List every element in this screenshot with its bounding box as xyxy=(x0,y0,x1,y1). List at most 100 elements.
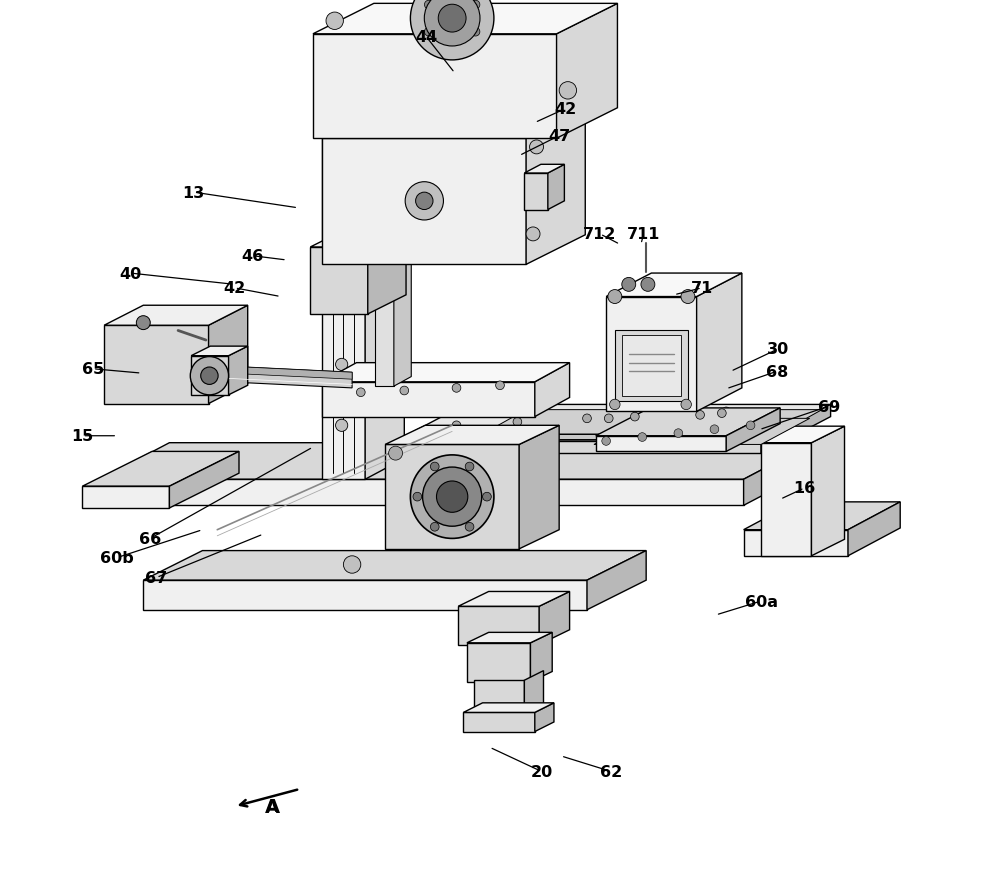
Polygon shape xyxy=(396,441,761,454)
Text: 65: 65 xyxy=(82,362,104,377)
Text: 60a: 60a xyxy=(744,594,778,609)
Polygon shape xyxy=(104,306,248,326)
Text: 13: 13 xyxy=(183,185,205,201)
Circle shape xyxy=(681,290,695,304)
Circle shape xyxy=(483,493,491,501)
Circle shape xyxy=(471,1,480,10)
Polygon shape xyxy=(467,643,530,682)
Text: 47: 47 xyxy=(548,129,570,144)
Polygon shape xyxy=(557,4,617,139)
Polygon shape xyxy=(322,382,535,417)
Circle shape xyxy=(336,359,348,371)
Polygon shape xyxy=(744,443,813,506)
Polygon shape xyxy=(365,105,404,480)
Polygon shape xyxy=(535,703,554,732)
Circle shape xyxy=(336,298,348,310)
Polygon shape xyxy=(548,165,564,210)
Circle shape xyxy=(336,237,348,249)
Polygon shape xyxy=(143,551,646,580)
Text: 66: 66 xyxy=(139,531,161,547)
Polygon shape xyxy=(483,410,822,434)
Circle shape xyxy=(602,437,610,446)
Circle shape xyxy=(405,182,443,221)
Polygon shape xyxy=(811,427,845,556)
Text: 40: 40 xyxy=(119,266,141,282)
Polygon shape xyxy=(483,434,778,440)
Circle shape xyxy=(410,0,494,61)
Polygon shape xyxy=(622,335,681,396)
Polygon shape xyxy=(524,174,548,210)
Circle shape xyxy=(326,13,343,30)
Polygon shape xyxy=(322,363,570,382)
Text: A: A xyxy=(266,799,278,814)
Polygon shape xyxy=(322,126,365,480)
Circle shape xyxy=(136,316,150,330)
Circle shape xyxy=(630,413,639,421)
Polygon shape xyxy=(104,326,209,404)
Circle shape xyxy=(336,420,348,432)
Circle shape xyxy=(452,384,461,393)
Polygon shape xyxy=(322,109,585,139)
Text: 711: 711 xyxy=(627,227,660,242)
Polygon shape xyxy=(587,551,646,610)
Polygon shape xyxy=(82,487,169,508)
Circle shape xyxy=(424,29,433,37)
Polygon shape xyxy=(387,443,813,480)
Polygon shape xyxy=(191,356,229,395)
Polygon shape xyxy=(100,480,387,506)
Circle shape xyxy=(722,408,731,416)
Text: 44: 44 xyxy=(415,30,437,45)
Text: A: A xyxy=(264,797,280,816)
Circle shape xyxy=(201,368,218,385)
Text: 712: 712 xyxy=(583,227,617,242)
Circle shape xyxy=(465,462,474,471)
Polygon shape xyxy=(322,139,526,265)
Circle shape xyxy=(746,421,755,430)
Circle shape xyxy=(424,0,480,47)
Polygon shape xyxy=(310,229,406,248)
Text: 30: 30 xyxy=(767,342,790,357)
Circle shape xyxy=(410,455,494,539)
Circle shape xyxy=(465,523,474,532)
Polygon shape xyxy=(761,443,811,556)
Polygon shape xyxy=(744,502,900,530)
Circle shape xyxy=(608,290,622,304)
Circle shape xyxy=(430,462,439,471)
Polygon shape xyxy=(385,445,519,549)
Polygon shape xyxy=(726,408,780,452)
Polygon shape xyxy=(606,297,697,412)
Polygon shape xyxy=(394,201,411,387)
Polygon shape xyxy=(463,713,535,732)
Circle shape xyxy=(638,433,647,441)
Circle shape xyxy=(416,193,433,210)
Polygon shape xyxy=(100,443,456,480)
Polygon shape xyxy=(209,306,248,404)
Polygon shape xyxy=(606,274,742,297)
Circle shape xyxy=(413,493,422,501)
Text: 20: 20 xyxy=(531,764,553,779)
Polygon shape xyxy=(594,419,810,445)
Polygon shape xyxy=(848,502,900,556)
Circle shape xyxy=(530,141,544,155)
Circle shape xyxy=(424,1,433,10)
Polygon shape xyxy=(519,426,559,549)
Polygon shape xyxy=(761,405,831,454)
Polygon shape xyxy=(615,330,688,401)
Polygon shape xyxy=(697,274,742,412)
Circle shape xyxy=(389,447,403,461)
Text: 42: 42 xyxy=(224,281,246,296)
Circle shape xyxy=(343,556,361,574)
Polygon shape xyxy=(82,452,239,487)
Circle shape xyxy=(438,5,466,33)
Circle shape xyxy=(526,228,540,242)
Text: 46: 46 xyxy=(241,249,263,264)
Polygon shape xyxy=(322,105,404,126)
Circle shape xyxy=(190,357,229,395)
Circle shape xyxy=(710,425,719,434)
Polygon shape xyxy=(310,248,368,315)
Circle shape xyxy=(696,411,704,420)
Polygon shape xyxy=(396,405,831,441)
Circle shape xyxy=(436,481,468,513)
Text: 62: 62 xyxy=(600,764,622,779)
Circle shape xyxy=(530,184,544,198)
